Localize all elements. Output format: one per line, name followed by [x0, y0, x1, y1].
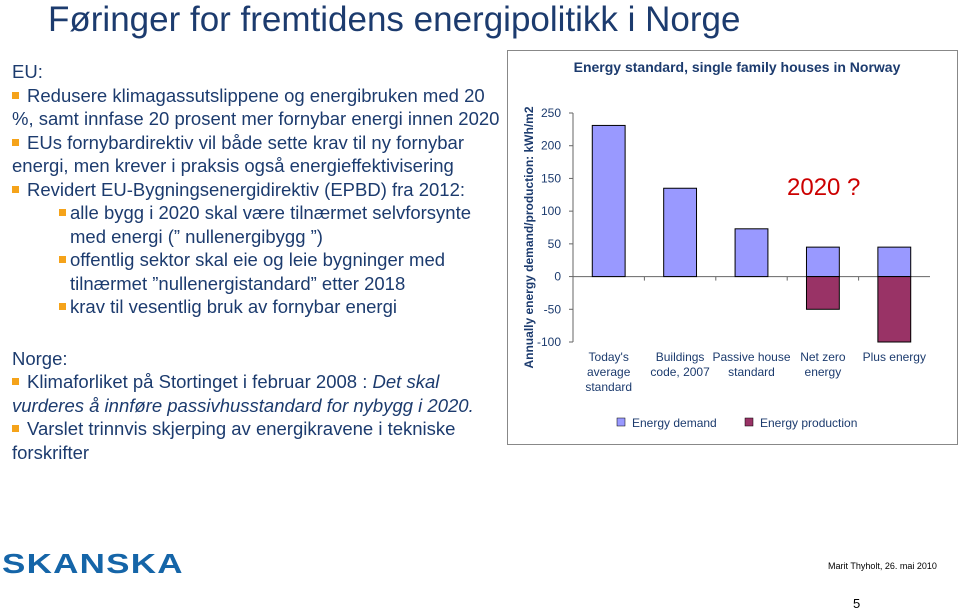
bullet-marker [59, 256, 66, 263]
bullet-marker [59, 303, 66, 310]
slide-body: EU: Redusere klimagassutslippene og energ… [12, 58, 502, 464]
bullet-item: EUs fornybardirektiv vil både sette krav… [12, 131, 502, 178]
x-tick-label-box: Buildings code, 2007 [650, 350, 710, 379]
bar [734, 228, 769, 278]
bullet-text: EUs fornybardirektiv vil både sette krav… [12, 131, 464, 177]
bullet-marker [12, 425, 19, 432]
bullet-text: offentlig sektor skal eie og leie bygnin… [70, 249, 446, 294]
bullet-marker [12, 91, 19, 99]
legend-label: Energy production [760, 416, 857, 430]
bar [663, 187, 698, 278]
bar [591, 124, 626, 278]
section: EU: Redusere klimagassutslippene og energ… [12, 60, 502, 319]
bullet-item: offentlig sektor skal eie og leie bygnin… [12, 248, 502, 295]
y-tick-label: -100 [537, 335, 561, 349]
text-run: Klimaforliket på Stortinget i februar 20… [27, 371, 373, 392]
annotation: 2020 ? [787, 174, 860, 201]
bullet-item: Klimaforliket på Stortinget i februar 20… [12, 370, 502, 417]
bullet-marker [12, 138, 19, 146]
bullet-item: alle bygg i 2020 skal være tilnærmet sel… [12, 201, 502, 248]
bullet-item: krav til vesentlig bruk av fornybar ener… [12, 295, 502, 319]
y-tick-label: 200 [541, 139, 561, 153]
slide-title: Føringer for fremtidens energipolitikk i… [48, 0, 741, 39]
y-tick-label: 50 [548, 237, 562, 251]
x-tick-label: Plus energy [862, 350, 926, 364]
chart-title: Energy standard, single family houses in… [574, 59, 901, 75]
y-tick-label: 150 [541, 171, 561, 185]
bar [877, 276, 912, 343]
page-number: 5 [853, 596, 861, 611]
legend-swatch [616, 417, 626, 427]
bullet-item: Varslet trinnvis skjerping av energikrav… [12, 417, 502, 464]
legend-label: Energy demand [632, 416, 717, 430]
bullet-item: Revidert EU-Bygningsenergidirektiv (EPBD… [12, 178, 502, 202]
bar [805, 276, 840, 310]
x-tick-label: Today's average standard [585, 350, 633, 394]
section-heading: Norge: [12, 347, 68, 369]
bullet-marker [59, 209, 66, 216]
y-axis-label: Annually energy demand/production: kWh/m… [522, 106, 536, 368]
chart: Energy standard, single family houses in… [507, 50, 958, 445]
bullet-marker [12, 185, 19, 193]
bar [805, 246, 840, 278]
x-tick-label-box: Today's average standard [585, 350, 633, 394]
author: Marit Thyholt, 26. mai 2010 [828, 561, 937, 571]
x-tick-label: Buildings code, 2007 [650, 350, 710, 379]
section: Norge: Klimaforliket på Stortinget i febr… [12, 347, 502, 465]
legend-swatch [744, 417, 754, 427]
y-tick-label: -50 [544, 302, 562, 316]
bullet-text: Redusere klimagassutslippene og energibr… [12, 84, 500, 130]
y-tick-label: 100 [541, 204, 561, 218]
y-tick-label: 0 [554, 270, 561, 284]
x-tick-label-box: Passive house standard [712, 350, 791, 379]
x-tick-label: Net zero energy [800, 350, 846, 379]
section-heading: EU: [12, 61, 43, 82]
x-tick-label-box: Net zero energy [800, 350, 846, 379]
bullet-text: Varslet trinnvis skjerping av energikrav… [12, 418, 456, 463]
y-tick-label: 250 [541, 106, 561, 120]
logo: SKANSKA [2, 548, 184, 579]
x-tick-label: Passive house standard [712, 350, 791, 379]
x-tick-label-box: Plus energy [862, 350, 926, 364]
bar [877, 246, 912, 278]
bullet-item: Redusere klimagassutslippene og energibr… [12, 84, 502, 131]
text-run: Det skal vurderes å innføre passivhussta… [12, 371, 474, 416]
bullet-text: alle bygg i 2020 skal være tilnærmet sel… [70, 202, 472, 247]
bullet-text: krav til vesentlig bruk av fornybar ener… [70, 296, 397, 317]
bullet-text: Revidert EU-Bygningsenergidirektiv (EPBD… [27, 178, 466, 200]
bullet-marker [12, 378, 19, 385]
